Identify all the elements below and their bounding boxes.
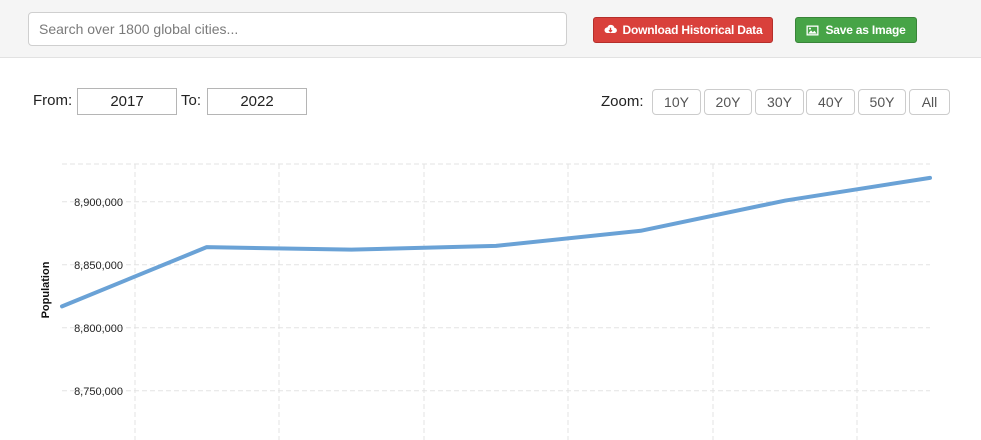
zoom-40y-button[interactable]: 40Y — [806, 89, 855, 115]
to-year-input[interactable]: 2022 — [207, 88, 307, 115]
top-toolbar: Download Historical Data Save as Image — [0, 0, 981, 58]
y-axis-label: Population — [40, 261, 52, 318]
data-point — [205, 245, 209, 249]
download-button-label: Download Historical Data — [622, 23, 763, 37]
data-point — [494, 244, 498, 248]
from-label: From: — [33, 92, 73, 109]
search-input[interactable] — [28, 12, 567, 46]
download-historical-data-button[interactable]: Download Historical Data — [593, 17, 773, 43]
y-tick-label: 8,750,000 — [74, 386, 123, 398]
population-series-line — [60, 175, 932, 309]
zoom-all-button[interactable]: All — [909, 89, 950, 115]
population-line-chart: 8,750,000 8,800,000 8,850,000 8,900,000 Popu… — [40, 163, 932, 440]
y-tick-label: 8,900,000 — [74, 197, 123, 209]
zoom-label: Zoom: — [601, 93, 644, 110]
from-year-input[interactable]: 2017 — [77, 88, 177, 115]
zoom-50y-button[interactable]: 50Y — [858, 89, 906, 115]
cloud-download-icon — [604, 24, 617, 36]
zoom-20y-button[interactable]: 20Y — [704, 89, 752, 115]
image-icon — [806, 25, 819, 36]
data-point — [60, 304, 64, 308]
zoom-30y-button[interactable]: 30Y — [755, 89, 804, 115]
save-button-label: Save as Image — [825, 23, 906, 37]
data-point — [783, 199, 787, 203]
to-label: To: — [181, 92, 202, 109]
save-as-image-button[interactable]: Save as Image — [795, 17, 917, 43]
data-point — [349, 248, 353, 252]
y-tick-label: 8,800,000 — [74, 323, 123, 335]
data-point — [639, 229, 643, 233]
zoom-10y-button[interactable]: 10Y — [652, 89, 701, 115]
y-tick-label: 8,850,000 — [74, 260, 123, 272]
data-point — [928, 176, 932, 180]
